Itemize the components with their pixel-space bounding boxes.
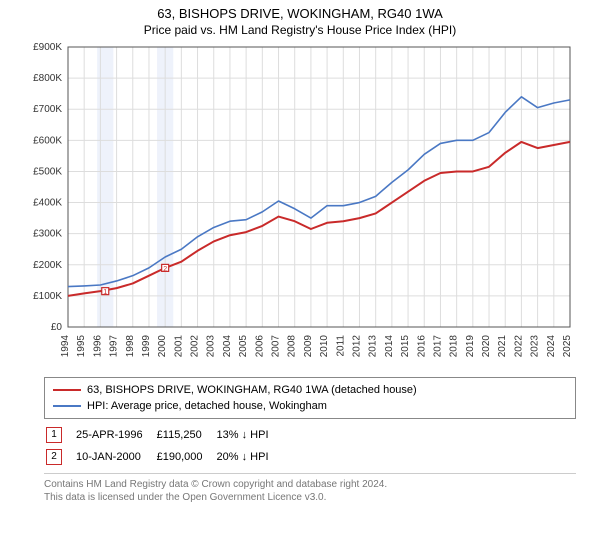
- sale-date: 25-APR-1996: [76, 425, 155, 445]
- svg-text:2008: 2008: [287, 335, 298, 358]
- svg-text:1994: 1994: [60, 335, 71, 358]
- svg-text:2002: 2002: [190, 335, 201, 358]
- svg-text:£300K: £300K: [33, 229, 62, 240]
- sale-price: £190,000: [157, 447, 215, 467]
- svg-text:2020: 2020: [481, 335, 492, 358]
- svg-text:2005: 2005: [238, 335, 249, 358]
- svg-text:2006: 2006: [254, 335, 265, 358]
- svg-text:2016: 2016: [416, 335, 427, 358]
- page-title: 63, BISHOPS DRIVE, WOKINGHAM, RG40 1WA: [0, 0, 600, 21]
- legend-swatch: [53, 389, 81, 391]
- sale-delta: 13% ↓ HPI: [217, 425, 281, 445]
- svg-text:2001: 2001: [173, 335, 184, 358]
- sale-marker-1: 1: [46, 427, 62, 443]
- svg-text:1: 1: [103, 289, 107, 296]
- svg-text:2010: 2010: [319, 335, 330, 358]
- svg-text:1995: 1995: [76, 335, 87, 358]
- svg-text:2012: 2012: [351, 335, 362, 358]
- footnote-line: This data is licensed under the Open Gov…: [44, 491, 576, 504]
- svg-text:£100K: £100K: [33, 291, 62, 302]
- svg-text:1996: 1996: [92, 335, 103, 358]
- sale-price: £115,250: [157, 425, 215, 445]
- footnote: Contains HM Land Registry data © Crown c…: [44, 473, 576, 504]
- page-subtitle: Price paid vs. HM Land Registry's House …: [0, 21, 600, 41]
- footnote-line: Contains HM Land Registry data © Crown c…: [44, 478, 576, 491]
- svg-text:£200K: £200K: [33, 260, 62, 271]
- svg-text:£900K: £900K: [33, 42, 62, 53]
- svg-text:£800K: £800K: [33, 73, 62, 84]
- svg-text:2: 2: [163, 266, 167, 273]
- table-row: 2 10-JAN-2000 £190,000 20% ↓ HPI: [46, 447, 281, 467]
- svg-text:2015: 2015: [400, 335, 411, 358]
- price-chart: £0 £100K £200K £300K £400K £500K £600K £700K £80…: [20, 41, 580, 371]
- sale-date: 10-JAN-2000: [76, 447, 155, 467]
- legend-item-price-paid: 63, BISHOPS DRIVE, WOKINGHAM, RG40 1WA (…: [53, 382, 567, 398]
- svg-text:2025: 2025: [562, 335, 573, 358]
- svg-text:2011: 2011: [335, 335, 346, 357]
- table-row: 1 25-APR-1996 £115,250 13% ↓ HPI: [46, 425, 281, 445]
- svg-text:£0: £0: [51, 322, 63, 333]
- svg-text:2017: 2017: [432, 335, 443, 358]
- svg-text:2007: 2007: [271, 335, 282, 358]
- svg-text:2022: 2022: [513, 335, 524, 358]
- svg-text:2019: 2019: [465, 335, 476, 358]
- legend-label: 63, BISHOPS DRIVE, WOKINGHAM, RG40 1WA (…: [87, 382, 417, 398]
- svg-text:2023: 2023: [530, 335, 541, 358]
- svg-text:2014: 2014: [384, 335, 395, 358]
- legend-item-hpi: HPI: Average price, detached house, Woki…: [53, 398, 567, 414]
- sales-table: 1 25-APR-1996 £115,250 13% ↓ HPI 2 10-JA…: [44, 423, 283, 469]
- svg-text:£400K: £400K: [33, 198, 62, 209]
- svg-text:£600K: £600K: [33, 135, 62, 146]
- legend-swatch: [53, 405, 81, 407]
- svg-text:£500K: £500K: [33, 166, 62, 177]
- legend-label: HPI: Average price, detached house, Woki…: [87, 398, 327, 414]
- svg-text:£700K: £700K: [33, 104, 62, 115]
- svg-text:2009: 2009: [303, 335, 314, 358]
- sale-delta: 20% ↓ HPI: [217, 447, 281, 467]
- svg-text:2003: 2003: [206, 335, 217, 358]
- svg-text:2018: 2018: [449, 335, 460, 358]
- svg-text:1998: 1998: [125, 335, 136, 358]
- svg-text:1997: 1997: [109, 335, 120, 358]
- sale-marker-2: 2: [46, 449, 62, 465]
- svg-text:2000: 2000: [157, 335, 168, 358]
- svg-text:2013: 2013: [368, 335, 379, 358]
- svg-text:2004: 2004: [222, 335, 233, 358]
- svg-text:2024: 2024: [546, 335, 557, 358]
- legend: 63, BISHOPS DRIVE, WOKINGHAM, RG40 1WA (…: [44, 377, 576, 419]
- svg-text:2021: 2021: [497, 335, 508, 358]
- svg-text:1999: 1999: [141, 335, 152, 358]
